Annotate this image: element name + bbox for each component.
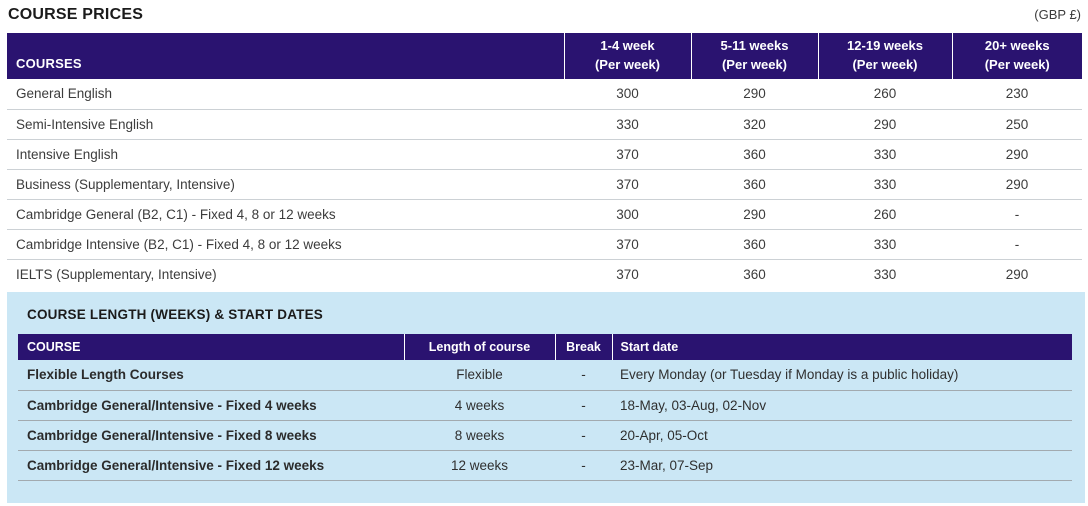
- schedule-course-cell: Cambridge General/Intensive - Fixed 4 we…: [18, 390, 404, 421]
- schedule-row: Cambridge General/Intensive - Fixed 4 we…: [18, 390, 1072, 421]
- price-column-header-line1: 5-11 weeks: [720, 38, 789, 54]
- schedule-col-header-break: Break: [554, 334, 612, 360]
- price-cell: 330: [564, 108, 691, 139]
- price-column-header-line1: 20+ weeks: [984, 38, 1050, 54]
- price-cell: 330: [818, 228, 952, 259]
- break-cell: -: [555, 450, 612, 481]
- price-cell: 290: [952, 258, 1082, 289]
- schedule-course-cell: Cambridge General/Intensive - Fixed 8 we…: [18, 420, 404, 451]
- price-cell: 290: [952, 138, 1082, 169]
- length-cell: 8 weeks: [404, 420, 555, 451]
- price-cell: 290: [691, 198, 818, 229]
- price-row: Business (Supplementary, Intensive) 370 …: [7, 168, 1082, 199]
- currency-note: (GBP £): [1034, 7, 1081, 22]
- price-cell: 250: [952, 108, 1082, 139]
- course-name-cell: General English: [7, 79, 564, 109]
- price-cell: 370: [564, 228, 691, 259]
- price-cell: 330: [818, 168, 952, 199]
- schedule-row: Cambridge General/Intensive - Fixed 12 w…: [18, 450, 1072, 481]
- schedule-course-cell: Flexible Length Courses: [18, 360, 404, 391]
- price-column-header-line1: 12-19 weeks: [847, 38, 923, 54]
- price-cell: 360: [691, 138, 818, 169]
- schedule-course-cell: Cambridge General/Intensive - Fixed 12 w…: [18, 450, 404, 481]
- start-date-cell: 20-Apr, 05-Oct: [612, 420, 1072, 451]
- price-column-header-line2: (Per week): [852, 57, 918, 72]
- price-cell: 290: [818, 108, 952, 139]
- price-column-header-1-4: 1-4 week (Per week): [563, 33, 691, 79]
- price-cell: 300: [564, 198, 691, 229]
- price-table-header-row: COURSES 1-4 week (Per week) 5-11 weeks (…: [7, 33, 1082, 79]
- price-column-header-12-19: 12-19 weeks (Per week): [817, 33, 952, 79]
- start-date-cell: 23-Mar, 07-Sep: [612, 450, 1072, 481]
- price-row: IELTS (Supplementary, Intensive) 370 360…: [7, 258, 1082, 289]
- break-cell: -: [555, 390, 612, 421]
- price-column-header-line2: (Per week): [594, 57, 661, 72]
- price-cell: -: [952, 228, 1082, 259]
- price-column-header-line1: 1-4 week: [600, 38, 655, 54]
- price-column-header-line2: (Per week): [984, 57, 1050, 72]
- course-name-cell: IELTS (Supplementary, Intensive): [7, 258, 564, 289]
- price-table: COURSES 1-4 week (Per week) 5-11 weeks (…: [7, 33, 1082, 289]
- course-length-section: COURSE LENGTH (WEEKS) & START DATES COUR…: [7, 292, 1085, 503]
- course-name-cell: Business (Supplementary, Intensive): [7, 168, 564, 199]
- price-cell: 330: [818, 258, 952, 289]
- start-date-cell: 18-May, 03-Aug, 02-Nov: [612, 390, 1072, 421]
- break-cell: -: [555, 420, 612, 451]
- length-cell: Flexible: [404, 360, 555, 391]
- price-column-header-5-11: 5-11 weeks (Per week): [690, 33, 818, 79]
- price-column-header-20plus: 20+ weeks (Per week): [951, 33, 1082, 79]
- course-name-cell: Cambridge Intensive (B2, C1) - Fixed 4, …: [7, 228, 564, 259]
- schedule-row: Cambridge General/Intensive - Fixed 8 we…: [18, 420, 1072, 451]
- courses-column-header: COURSES: [7, 33, 564, 79]
- schedule-col-header-course: COURSE: [18, 334, 404, 360]
- course-name-cell: Cambridge General (B2, C1) - Fixed 4, 8 …: [7, 198, 564, 229]
- break-cell: -: [555, 360, 612, 391]
- price-cell: 360: [691, 168, 818, 199]
- price-cell: -: [952, 198, 1082, 229]
- length-cell: 4 weeks: [404, 390, 555, 421]
- price-cell: 320: [691, 108, 818, 139]
- schedule-table: COURSE Length of course Break Start date…: [18, 334, 1072, 481]
- price-cell: 290: [952, 168, 1082, 199]
- page-header: COURSE PRICES (GBP £): [0, 0, 1088, 33]
- length-cell: 12 weeks: [404, 450, 555, 481]
- price-row: Semi-Intensive English 330 320 290 250: [7, 108, 1082, 139]
- price-cell: 360: [691, 258, 818, 289]
- page-title: COURSE PRICES: [8, 6, 144, 23]
- price-row: Cambridge Intensive (B2, C1) - Fixed 4, …: [7, 228, 1082, 259]
- price-cell: 300: [564, 79, 691, 109]
- price-cell: 230: [952, 79, 1082, 109]
- start-date-cell: Every Monday (or Tuesday if Monday is a …: [612, 360, 1072, 391]
- course-name-cell: Intensive English: [7, 138, 564, 169]
- price-cell: 260: [818, 198, 952, 229]
- schedule-row: Flexible Length Courses Flexible - Every…: [18, 360, 1072, 391]
- schedule-table-header-row: COURSE Length of course Break Start date: [18, 334, 1072, 360]
- section-title: COURSE LENGTH (WEEKS) & START DATES: [27, 307, 323, 322]
- price-row: Cambridge General (B2, C1) - Fixed 4, 8 …: [7, 198, 1082, 229]
- schedule-col-header-length: Length of course: [403, 334, 555, 360]
- course-name-cell: Semi-Intensive English: [7, 108, 564, 139]
- price-cell: 370: [564, 258, 691, 289]
- price-column-header-line2: (Per week): [721, 57, 788, 72]
- price-cell: 370: [564, 168, 691, 199]
- price-cell: 360: [691, 228, 818, 259]
- price-row: General English 300 290 260 230: [7, 79, 1082, 109]
- price-cell: 260: [818, 79, 952, 109]
- price-cell: 330: [818, 138, 952, 169]
- price-row: Intensive English 370 360 330 290: [7, 138, 1082, 169]
- price-cell: 370: [564, 138, 691, 169]
- price-cell: 290: [691, 79, 818, 109]
- schedule-col-header-start: Start date: [611, 334, 1072, 360]
